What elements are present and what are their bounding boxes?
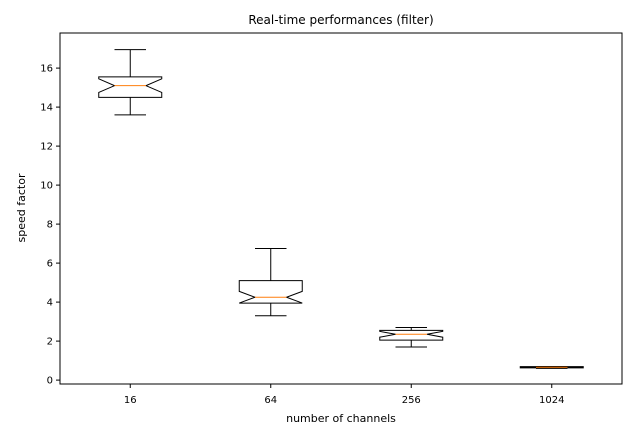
box-body (238, 280, 303, 304)
y-tick-label: 14 (40, 103, 53, 114)
x-tick-label: 16 (124, 395, 137, 406)
y-tick-label: 12 (40, 142, 53, 153)
x-tick-label: 1024 (539, 395, 564, 406)
boxes-group (98, 49, 584, 369)
y-tick-label: 6 (47, 259, 53, 270)
box-16 (98, 49, 163, 116)
y-tick-label: 16 (40, 64, 53, 75)
y-tick-label: 0 (47, 376, 53, 387)
y-tick-label: 10 (40, 181, 53, 192)
box-body (98, 76, 163, 98)
box-1024 (519, 365, 584, 369)
box-64 (238, 247, 303, 317)
y-axis: 0 2 4 6 8 10 12 14 16 (40, 64, 60, 387)
box-256 (379, 326, 444, 348)
chart-title: Real-time performances (filter) (248, 13, 433, 27)
x-tick-label: 64 (264, 395, 277, 406)
y-tick-label: 8 (47, 220, 53, 231)
y-axis-label: speed factor (15, 173, 28, 242)
box-body (519, 366, 584, 369)
y-tick-label: 4 (47, 298, 53, 309)
x-tick-label: 256 (402, 395, 421, 406)
y-tick-label: 2 (47, 337, 53, 348)
box-body (379, 329, 444, 341)
x-axis: 16 64 256 1024 (124, 384, 564, 406)
x-axis-label: number of channels (286, 412, 396, 425)
plot-area (59, 32, 623, 385)
